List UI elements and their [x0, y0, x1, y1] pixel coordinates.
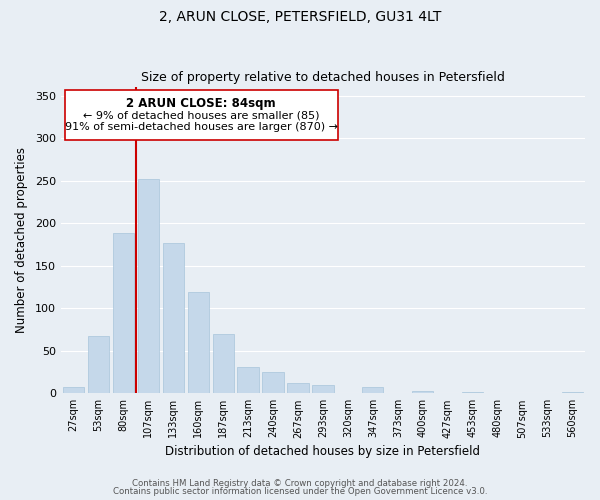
Text: 2, ARUN CLOSE, PETERSFIELD, GU31 4LT: 2, ARUN CLOSE, PETERSFIELD, GU31 4LT	[159, 10, 441, 24]
Text: Contains HM Land Registry data © Crown copyright and database right 2024.: Contains HM Land Registry data © Crown c…	[132, 478, 468, 488]
Bar	[313, 385, 334, 394]
Bar	[362, 386, 383, 394]
Bar	[262, 372, 284, 394]
Bar	[163, 242, 184, 394]
Bar	[188, 292, 209, 394]
Bar	[562, 392, 583, 394]
Text: ← 9% of detached houses are smaller (85): ← 9% of detached houses are smaller (85)	[83, 110, 320, 120]
Text: 2 ARUN CLOSE: 84sqm: 2 ARUN CLOSE: 84sqm	[127, 98, 276, 110]
Bar	[137, 179, 159, 394]
Bar	[287, 383, 308, 394]
Bar	[88, 336, 109, 394]
X-axis label: Distribution of detached houses by size in Petersfield: Distribution of detached houses by size …	[166, 444, 481, 458]
FancyBboxPatch shape	[65, 90, 338, 140]
Bar	[238, 367, 259, 394]
Bar	[113, 234, 134, 394]
Bar	[212, 334, 234, 394]
Title: Size of property relative to detached houses in Petersfield: Size of property relative to detached ho…	[141, 72, 505, 85]
Text: Contains public sector information licensed under the Open Government Licence v3: Contains public sector information licen…	[113, 488, 487, 496]
Bar	[63, 388, 84, 394]
Text: 91% of semi-detached houses are larger (870) →: 91% of semi-detached houses are larger (…	[65, 122, 338, 132]
Bar	[462, 392, 484, 394]
Bar	[412, 391, 433, 394]
Y-axis label: Number of detached properties: Number of detached properties	[15, 147, 28, 333]
